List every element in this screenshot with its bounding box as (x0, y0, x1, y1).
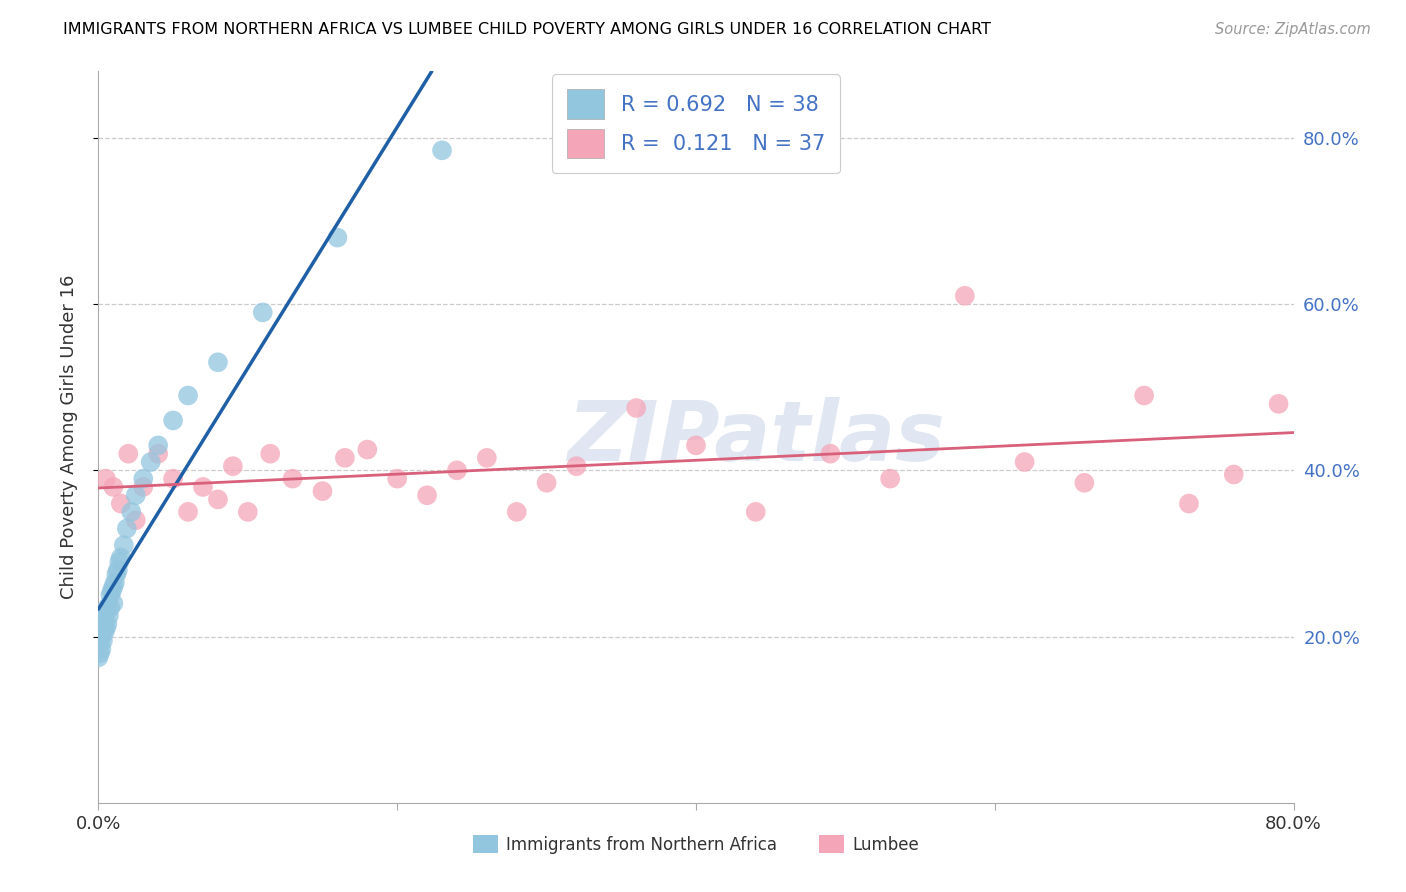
Point (1223, 467, 1246, 482)
Point (87, 650, 110, 665)
Point (125, 513, 148, 527)
Point (356, 442, 378, 457)
Point (110, 550, 132, 565)
Point (311, 484, 333, 499)
Point (416, 488, 439, 502)
Point (536, 475, 558, 490)
Point (108, 555, 131, 569)
Point (879, 472, 901, 486)
Point (236, 505, 259, 519)
Text: IMMIGRANTS FROM NORTHERN AFRICA VS LUMBEE CHILD POVERTY AMONG GIRLS UNDER 16 COR: IMMIGRANTS FROM NORTHERN AFRICA VS LUMBE… (63, 22, 991, 37)
Point (565, 459, 588, 474)
Point (94, 605, 117, 619)
Point (93, 613, 115, 627)
Y-axis label: Child Poverty Among Girls Under 16: Child Poverty Among Girls Under 16 (59, 275, 77, 599)
Point (89, 646, 111, 660)
Point (259, 447, 281, 461)
Point (98, 588, 122, 602)
Point (98, 600, 122, 615)
Point (148, 447, 170, 461)
Point (107, 563, 129, 577)
Point (94, 472, 117, 486)
Point (820, 447, 842, 461)
Legend: Immigrants from Northern Africa, Lumbee: Immigrants from Northern Africa, Lumbee (467, 829, 925, 860)
Point (103, 596, 125, 610)
Point (148, 438, 170, 452)
Point (222, 459, 245, 474)
Point (385, 472, 409, 486)
Point (91, 621, 114, 635)
Point (104, 575, 127, 590)
Point (96, 600, 118, 615)
Point (101, 583, 124, 598)
Point (105, 567, 128, 582)
Point (953, 289, 976, 303)
Point (745, 505, 768, 519)
Point (112, 538, 135, 552)
Point (506, 505, 529, 519)
Point (326, 230, 349, 244)
Point (281, 472, 304, 486)
Point (430, 144, 453, 158)
Point (1014, 455, 1036, 469)
Point (475, 450, 498, 465)
Point (177, 388, 200, 402)
Point (93, 625, 115, 640)
Point (685, 438, 707, 452)
Point (125, 488, 148, 502)
Point (132, 480, 155, 494)
Point (117, 447, 139, 461)
Point (446, 463, 468, 477)
Point (162, 413, 184, 427)
Point (626, 401, 648, 415)
Point (191, 480, 214, 494)
Point (110, 497, 132, 511)
Point (132, 472, 155, 486)
Text: ZIPatlas: ZIPatlas (567, 397, 945, 477)
Point (207, 492, 229, 507)
Point (1267, 397, 1289, 411)
Point (139, 455, 162, 469)
Point (207, 355, 229, 369)
Point (103, 580, 125, 594)
Point (177, 505, 200, 519)
Point (252, 305, 274, 319)
Point (96, 617, 118, 632)
Point (162, 472, 184, 486)
Point (103, 480, 125, 494)
Point (120, 505, 142, 519)
Point (97, 608, 120, 623)
Text: Source: ZipAtlas.com: Source: ZipAtlas.com (1215, 22, 1371, 37)
Point (1178, 497, 1201, 511)
Point (115, 521, 138, 535)
Point (90, 630, 112, 644)
Point (91, 633, 114, 648)
Point (1073, 475, 1095, 490)
Point (94, 621, 117, 635)
Point (89, 633, 111, 648)
Point (90, 617, 112, 632)
Point (1133, 388, 1156, 402)
Point (90, 642, 112, 657)
Point (333, 450, 356, 465)
